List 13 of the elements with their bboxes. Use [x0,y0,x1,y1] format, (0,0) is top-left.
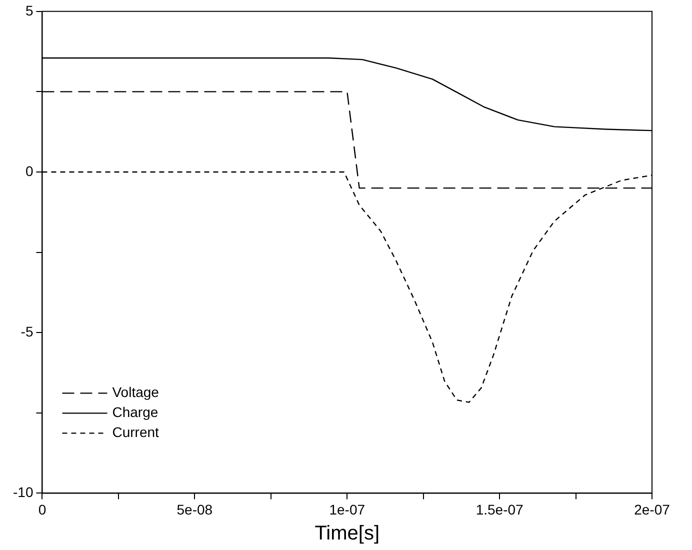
legend-label: Voltage [112,384,160,400]
y-tick-label: -10 [13,484,34,500]
legend-label: Charge [112,404,158,420]
x-axis-title: Time[s] [314,522,380,545]
y-tick-label: 5 [25,2,34,18]
x-tick-label: 2e-07 [634,501,670,518]
x-tick-label: 0 [38,501,46,518]
y-tick-label: 0 [25,162,34,179]
legend-label: Current [112,424,160,440]
x-tick-label: 1.5e-07 [476,501,524,518]
x-tick-label: 1e-07 [329,501,366,518]
y-tick-label: -5 [20,323,34,340]
x-tick-label: 5e-08 [176,501,213,518]
